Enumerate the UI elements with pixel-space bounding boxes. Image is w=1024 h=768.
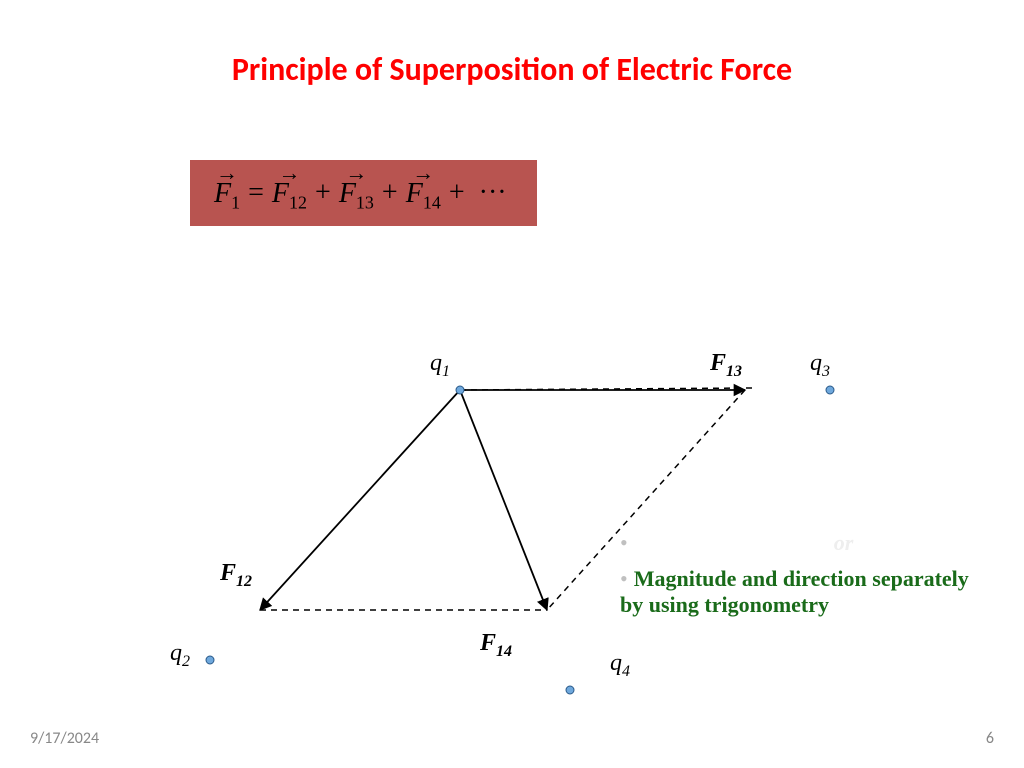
- slide-title: Principle of Superposition of Electric F…: [0, 50, 1024, 89]
- label-q4: q4: [610, 650, 630, 681]
- equation-box: F1 = F12 + F13 + F14 + ···: [190, 160, 537, 226]
- vector-diagram: F12 F13 F14 q1 q2 q3 q4: [150, 330, 910, 710]
- notes-block: •X and Y components or •Magnitude and di…: [620, 530, 980, 618]
- note-line-1: •X and Y components or: [620, 530, 980, 556]
- footer-date: 9/17/2024: [30, 729, 99, 748]
- footer-page: 6: [986, 729, 994, 748]
- label-q1: q1: [430, 350, 450, 381]
- diagram-svg: [150, 330, 910, 710]
- note-line-2: •Magnitude and direction separately by u…: [620, 566, 980, 618]
- label-F12: F12: [220, 560, 252, 591]
- label-q2: q2: [170, 640, 190, 671]
- label-q3: q3: [810, 350, 830, 381]
- label-F13: F13: [710, 350, 742, 381]
- label-F14: F14: [480, 630, 512, 661]
